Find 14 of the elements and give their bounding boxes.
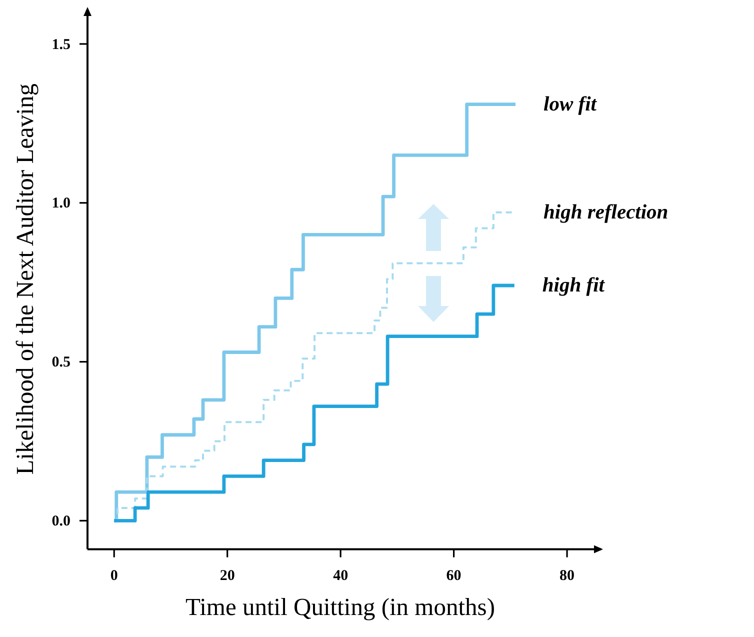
series-label: high reflection: [544, 202, 668, 224]
x-tick-label: 40: [333, 568, 348, 584]
x-axis-title: Time until Quitting (in months): [186, 594, 495, 621]
y-tick-label: 1.5: [52, 36, 70, 53]
y-tick-label: 1.0: [52, 196, 70, 212]
y-tick-label: 0.0: [52, 513, 70, 530]
x-tick-label: 20: [220, 568, 235, 584]
x-tick-label: 0: [110, 568, 118, 584]
y-tick-label: 0.5: [52, 354, 70, 371]
y-axis-title: Likelihood of the Next Auditor Leaving: [12, 84, 39, 475]
x-tick-label: 60: [446, 568, 462, 584]
series-label: low fit: [544, 93, 598, 116]
x-tick-label: 80: [560, 568, 575, 584]
series-label: high fit: [542, 274, 606, 297]
